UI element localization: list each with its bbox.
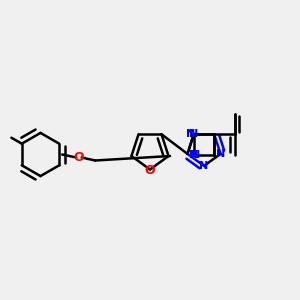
Text: N: N	[190, 150, 200, 160]
Text: O: O	[145, 164, 155, 178]
Text: N: N	[185, 129, 195, 140]
Text: N: N	[189, 129, 198, 140]
Text: N: N	[189, 150, 198, 160]
Text: N: N	[200, 161, 208, 171]
Text: O: O	[73, 151, 84, 164]
Text: N: N	[216, 149, 225, 159]
